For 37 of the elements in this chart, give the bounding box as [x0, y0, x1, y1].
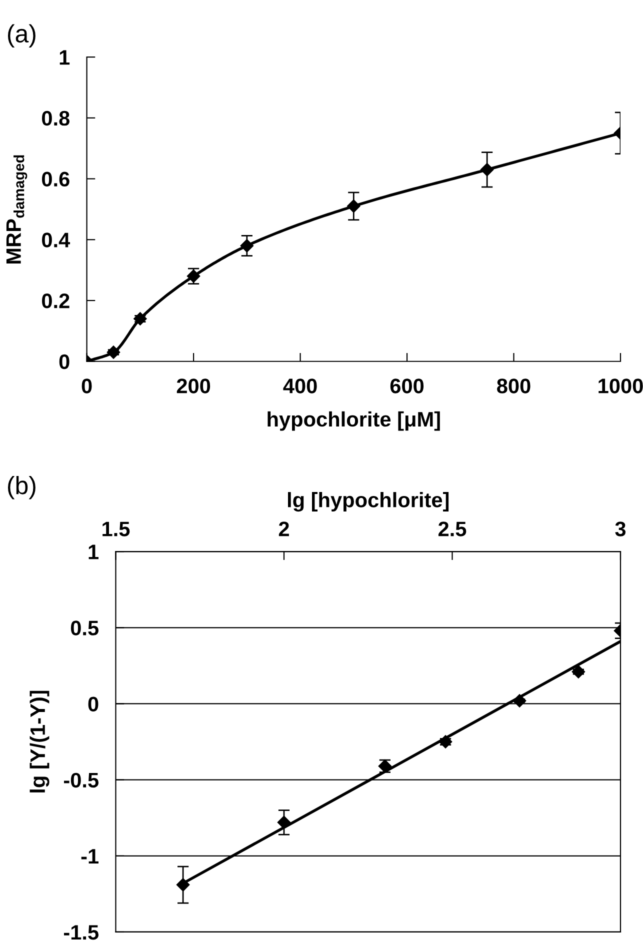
x-axis-title: lg [hypochlorite] [288, 492, 449, 512]
y-tick-label: 0.2 [42, 294, 70, 308]
point [438, 735, 452, 748]
y-tick-label: -0.5 [64, 772, 98, 788]
x-tick-label: 200 [176, 378, 210, 394]
point [480, 163, 494, 176]
y-tick-label: 0 [59, 354, 70, 370]
y-tick-label: 0.4 [42, 232, 70, 248]
x-tick-label: 1.5 [102, 522, 130, 536]
y-tick-label: 0.8 [42, 110, 70, 126]
point [277, 816, 291, 830]
point [512, 694, 526, 708]
point [572, 665, 586, 678]
x-tick-label: 600 [390, 378, 424, 394]
x-tick-label: 1000 [598, 378, 643, 394]
point [106, 346, 120, 359]
y-tick-label: 0.6 [42, 172, 70, 187]
chart-title: (b) [8, 476, 36, 500]
point [134, 312, 147, 326]
y-tick-label: -1.5 [64, 925, 98, 940]
point [347, 200, 360, 213]
y-tick-label: -1 [81, 849, 98, 864]
x-tick-label: 2 [278, 522, 289, 536]
point [240, 239, 254, 252]
y-axis-title: MRP$_{damaged}$ [6, 155, 28, 264]
x-tick-label: 2.5 [438, 522, 466, 536]
y-axis-title: lg [Y/(1-Y)] [30, 690, 50, 792]
y-tick-label: 1 [88, 544, 98, 560]
x-tick-label: 3 [615, 522, 626, 536]
y-tick-label: 0 [88, 696, 98, 712]
y-tick-label: 1 [60, 50, 70, 65]
point [176, 878, 190, 892]
x-axis-title: hypochlorite [μM] [268, 411, 440, 431]
x-tick-label: 400 [283, 378, 317, 394]
y-tick-label: 0.5 [70, 620, 98, 636]
x-tick-label: 800 [497, 378, 530, 394]
chart-title: (a) [8, 24, 36, 48]
